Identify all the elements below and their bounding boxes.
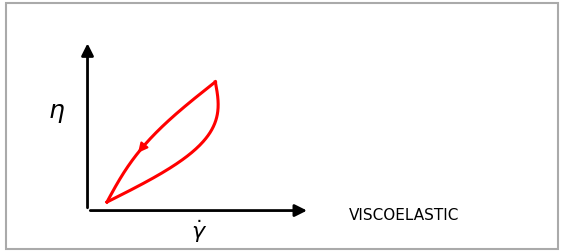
Text: $\dot{\gamma}$: $\dot{\gamma}$: [191, 218, 207, 245]
Text: VISCOELASTIC: VISCOELASTIC: [349, 208, 460, 223]
Text: $\eta$: $\eta$: [49, 102, 65, 125]
